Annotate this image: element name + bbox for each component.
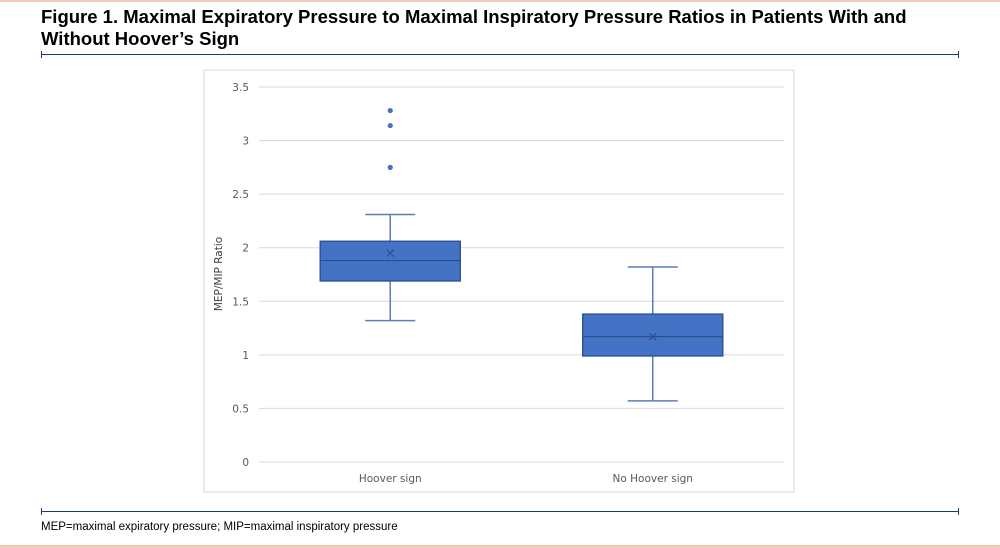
iqr-box-1 [582,313,724,357]
chart-frame [203,69,795,493]
x-tick-label-0: Hoover sign [359,473,422,485]
footnote-rule [41,508,959,515]
outlier-point-0-1 [387,122,393,129]
top-accent-border [0,0,1000,2]
y-tick-label-5: 2.5 [232,189,249,201]
y-tick-label-4: 2 [242,243,249,255]
y-tick-label-7: 3.5 [232,82,249,94]
y-tick-label-3: 1.5 [232,296,249,308]
figure-title: Figure 1. Maximal Expiratory Pressure to… [41,6,907,49]
outlier-point-0-2 [387,107,393,114]
box-group-0 [319,107,461,322]
bottom-accent-border [0,545,1000,548]
y-tick-label-0: 0 [242,457,249,469]
mean-marker-stroke-b-1 [648,332,657,341]
y-tick-label-1: 0.5 [232,403,249,415]
mean-marker-stroke-b-0 [386,249,395,257]
title-rule [41,51,959,58]
x-tick-labels: Hoover sign No Hoover sign [359,473,693,485]
box-group-1 [582,266,724,402]
outlier-point-0-0 [387,164,393,170]
y-tick-labels: 0 0.5 1 1.5 2 2.5 3 3.5 [232,82,249,469]
mean-marker-1 [648,332,657,341]
boxes [319,107,724,402]
y-axis-title: MEP/MIP Ratio [213,237,225,311]
y-tick-label-6: 3 [242,136,249,148]
x-tick-label-1: No Hoover sign [613,473,693,485]
y-tick-label-2: 1 [242,350,249,362]
mean-marker-0 [386,249,395,257]
footnote: MEP=maximal expiratory pressure; MIP=max… [41,521,398,533]
